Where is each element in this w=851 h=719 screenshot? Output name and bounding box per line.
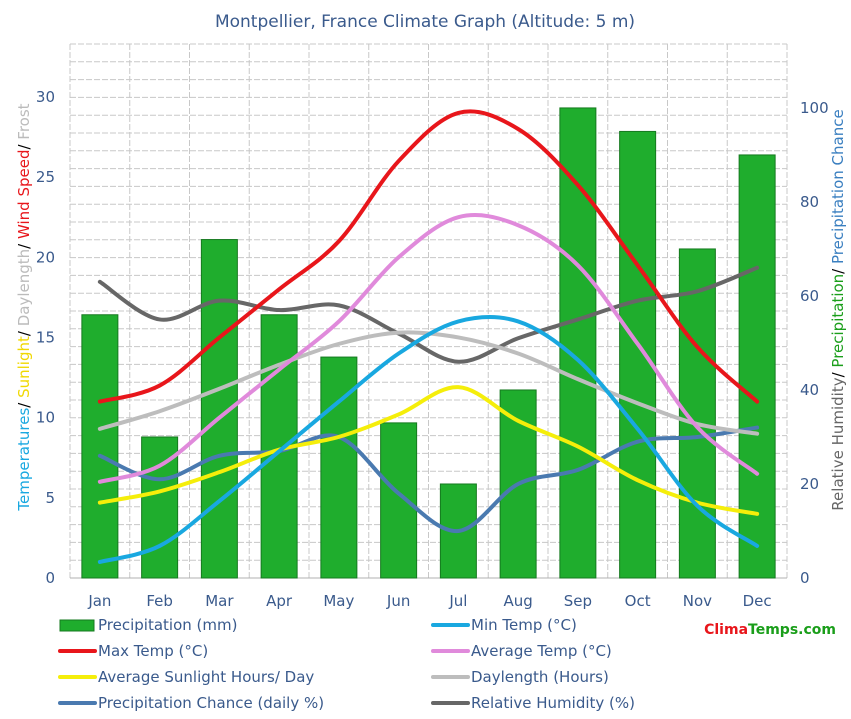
x-tick-label-oct: Oct: [625, 592, 651, 610]
right-axis-label-part: Precipitation Chance: [829, 109, 847, 264]
legend-label: Average Sunlight Hours/ Day: [98, 668, 314, 686]
left-tick-label: 25: [36, 168, 55, 186]
brand-logo: ClimaTemps.com: [704, 622, 836, 638]
x-tick-label-nov: Nov: [683, 592, 712, 610]
x-tick-label-aug: Aug: [503, 592, 532, 610]
legend-label: Precipitation Chance (daily %): [98, 694, 324, 712]
precipitation-bar-oct: [619, 130, 657, 579]
left-tick-label: 10: [36, 409, 55, 427]
right-axis-label-part: /: [829, 264, 847, 274]
precipitation-bar-jan: [81, 314, 119, 579]
left-axis-label-part: /: [15, 239, 33, 249]
x-tick-label-jul: Jul: [448, 592, 467, 610]
brand-part-com: .com: [798, 622, 836, 638]
right-tick-label: 100: [800, 99, 829, 117]
series-line-relative-humidity: [97, 265, 760, 364]
left-axis-label-part: Wind Speed: [15, 150, 33, 240]
brand-part-clima: Clima: [704, 622, 748, 638]
right-tick-label: 20: [800, 475, 819, 493]
legend-label: Min Temp (°C): [471, 616, 577, 634]
legend: Precipitation (mm) Min Temp (°C) Max Temp …: [58, 616, 635, 712]
series-line-average-sunlight-hours-day: [97, 385, 760, 516]
precipitation-bar-feb: [141, 436, 179, 579]
left-axis-label-part: Sunlight: [15, 336, 33, 398]
series-line-min-temp-c: [97, 315, 760, 564]
legend-item-average-sunlight-hours-day: Average Sunlight Hours/ Day: [58, 668, 314, 686]
left-axis-label-part: Frost: [15, 103, 33, 139]
legend-item-precipitation-chance-daily: Precipitation Chance (daily %): [58, 694, 324, 712]
series-lines: [97, 109, 760, 564]
x-tick-label-jan: Jan: [87, 592, 111, 610]
right-tick-label: 60: [800, 287, 819, 305]
x-axis-ticks: Jan Feb Mar Apr May Jun Jul Aug Sep Oct Nov Dec: [87, 592, 771, 610]
left-tick-label: 30: [36, 88, 55, 106]
legend-item-relative-humidity: Relative Humidity (%): [431, 694, 635, 712]
left-tick-label: 5: [45, 489, 55, 507]
right-axis-ticks: 0 20 40 60 80 100: [800, 99, 829, 587]
legend-item-daylength-hours: Daylength (Hours): [431, 668, 609, 686]
right-tick-label: 80: [800, 193, 819, 211]
series-line-precipitation-chance-daily: [97, 425, 760, 533]
precipitation-bar-dec: [738, 154, 776, 579]
x-tick-label-may: May: [323, 592, 354, 610]
legend-item-average-temp-c: Average Temp (°C): [431, 642, 612, 660]
legend-label: Average Temp (°C): [471, 642, 612, 660]
x-tick-label-sep: Sep: [564, 592, 592, 610]
x-tick-label-jun: Jun: [386, 592, 410, 610]
x-tick-label-dec: Dec: [743, 592, 772, 610]
right-axis-label-part: Precipitation: [829, 274, 847, 368]
legend-label: Daylength (Hours): [471, 668, 609, 686]
left-tick-label: 15: [36, 328, 55, 346]
legend-swatch-box: [59, 619, 95, 632]
right-axis-label-part: Relative Humidity: [829, 377, 847, 510]
legend-label: Precipitation (mm): [98, 616, 237, 634]
right-tick-label: 40: [800, 381, 819, 399]
x-tick-label-mar: Mar: [205, 592, 234, 610]
chart-title: Montpellier, France Climate Graph (Altit…: [215, 12, 635, 32]
brand-part-temps: Temps: [748, 622, 798, 638]
left-axis-label-part: /: [15, 326, 33, 336]
right-axis-label-part: /: [829, 368, 847, 378]
legend-label: Max Temp (°C): [98, 642, 208, 660]
series-line-average-temp-c: [97, 213, 760, 484]
left-axis-label: Temperatures/ Sunlight/ Daylength/ Wind …: [15, 103, 33, 511]
x-tick-label-feb: Feb: [146, 592, 173, 610]
right-tick-label: 0: [800, 569, 810, 587]
legend-item-min-temp-c: Min Temp (°C): [431, 616, 577, 634]
left-axis-label-part: Temperatures: [15, 408, 33, 512]
left-tick-label: 20: [36, 248, 55, 266]
left-axis-label-part: Daylength: [15, 249, 33, 326]
legend-item-precipitation-mm: Precipitation (mm): [59, 616, 237, 634]
right-axis-label: Relative Humidity/ Precipitation/ Precip…: [829, 109, 847, 510]
left-axis-label-part: /: [15, 398, 33, 408]
left-tick-label: 0: [45, 569, 55, 587]
legend-item-max-temp-c: Max Temp (°C): [58, 642, 208, 660]
left-axis-ticks: 0 5 10 15 20 25 30: [36, 88, 55, 587]
series-line-max-temp-c: [97, 109, 760, 404]
legend-label: Relative Humidity (%): [471, 694, 635, 712]
precipitation-bar-jun: [380, 422, 418, 579]
left-axis-label-part: /: [15, 140, 33, 150]
precipitation-bar-sep: [559, 107, 597, 579]
x-tick-label-apr: Apr: [266, 592, 293, 610]
